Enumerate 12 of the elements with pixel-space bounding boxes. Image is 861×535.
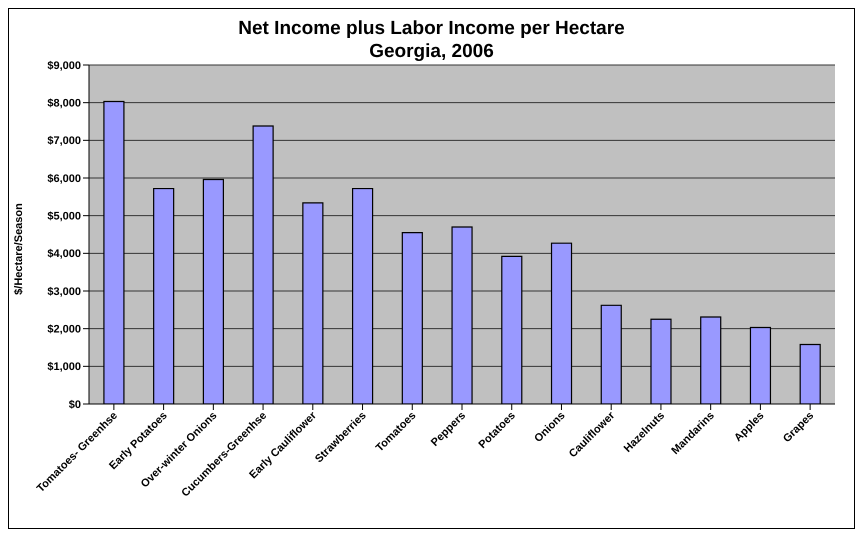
y-tick-label: $1,000 (47, 361, 81, 374)
y-tick-label: $8,000 (47, 98, 81, 110)
chart-title: Net Income plus Labor Income per Hectare Georgia, 2006 (237, 17, 626, 62)
y-tick-label: $3,000 (47, 286, 81, 298)
y-tick-label: $2,000 (47, 324, 81, 336)
y-tick-label: $9,000 (47, 60, 81, 72)
y-tick-label: $7,000 (47, 135, 81, 148)
y-tick-label: $0 (68, 398, 81, 411)
y-tick-label: $4,000 (47, 248, 81, 260)
y-tick-label: $6,000 (47, 172, 81, 185)
y-axis-title: $/Hectare/Season (13, 203, 25, 295)
y-tick-label: $5,000 (47, 210, 81, 223)
